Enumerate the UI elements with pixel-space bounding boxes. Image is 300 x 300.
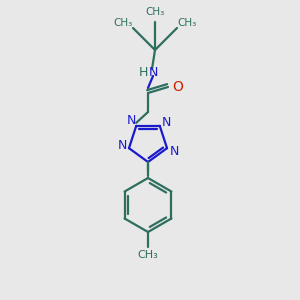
Text: CH₃: CH₃ bbox=[138, 250, 158, 260]
Text: N: N bbox=[162, 116, 171, 129]
Text: CH₃: CH₃ bbox=[146, 7, 165, 17]
Text: N: N bbox=[117, 139, 127, 152]
Text: O: O bbox=[172, 80, 183, 94]
Text: N: N bbox=[127, 114, 136, 127]
Text: CH₃: CH₃ bbox=[177, 18, 196, 28]
Text: H: H bbox=[138, 65, 148, 79]
Text: CH₃: CH₃ bbox=[113, 18, 133, 28]
Text: N: N bbox=[169, 145, 179, 158]
Text: N: N bbox=[148, 65, 158, 79]
